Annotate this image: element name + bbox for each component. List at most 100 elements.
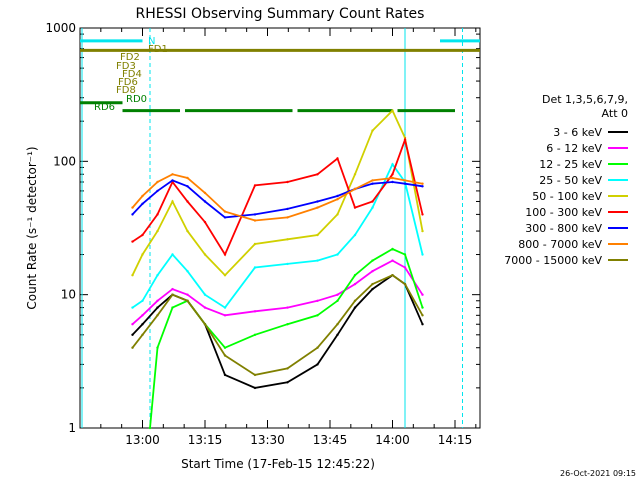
series-point [353, 299, 357, 302]
series-line [131, 274, 424, 389]
series-point [131, 333, 134, 336]
series-point [353, 233, 357, 237]
series-point [421, 314, 424, 317]
series-point [203, 200, 207, 203]
series-point [336, 213, 339, 216]
series-point [353, 173, 357, 176]
series-point [336, 323, 339, 326]
series-point [131, 323, 134, 326]
flag-label: FD6 [118, 77, 138, 88]
series-point [336, 293, 339, 296]
series-point [131, 240, 134, 243]
series-point [131, 213, 134, 216]
chart-title: RHESSI Observing Summary Count Rates [136, 6, 425, 22]
series-point [223, 253, 227, 256]
series-point [171, 253, 174, 256]
legend-label: 50 - 100 keV [532, 190, 602, 203]
series-point [186, 299, 189, 302]
series-point [391, 176, 394, 180]
series-point [141, 299, 144, 302]
series-point [203, 293, 207, 296]
series-point [403, 179, 407, 182]
legend-label: 300 - 800 keV [525, 222, 602, 235]
series-point [223, 274, 227, 277]
plot-frame [79, 27, 481, 429]
series-point [186, 200, 189, 203]
series-point [141, 333, 144, 336]
series-point [353, 274, 357, 277]
series-point [403, 282, 407, 286]
flag-label: FD2 [120, 52, 140, 63]
series-line [131, 179, 423, 219]
series-point [156, 274, 159, 277]
series-point [286, 367, 289, 370]
series-point [403, 253, 407, 256]
series-point [316, 299, 319, 302]
series-point [286, 180, 289, 184]
y-tick-label: 1 [68, 421, 76, 435]
series-point [156, 314, 159, 317]
y-tick-label: 10 [61, 288, 76, 302]
series-point [371, 182, 374, 185]
series-point [156, 346, 159, 349]
y-tick-label: 1000 [45, 21, 76, 35]
series-point [171, 293, 174, 296]
series-line [131, 259, 424, 325]
x-tick-label: 13:00 [125, 433, 160, 447]
series-point [203, 323, 207, 326]
legend-label: 6 - 12 keV [546, 142, 602, 155]
series-point [203, 306, 207, 309]
x-tick-label: 13:45 [313, 433, 348, 447]
series-point [336, 198, 339, 201]
series-point [391, 247, 394, 251]
flag-label: FD4 [122, 69, 142, 80]
series-line [131, 162, 424, 309]
series-point [203, 191, 207, 195]
series-point [253, 213, 257, 216]
series-point [353, 187, 357, 191]
series-point [316, 200, 319, 203]
flag-label: FD8 [116, 85, 136, 96]
x-tick-label: 13:30 [250, 433, 285, 447]
series-point [316, 259, 319, 262]
legend-label: 25 - 50 keV [539, 174, 602, 187]
flag-label: FD3 [116, 61, 136, 72]
x-tick-label: 14:00 [375, 433, 410, 447]
series-point [286, 323, 289, 326]
x-axis-label: Start Time (17-Feb-15 12:45:22) [181, 457, 375, 471]
series-point [253, 266, 257, 269]
series-point [421, 306, 424, 309]
series-point [316, 206, 319, 209]
series-point [156, 180, 159, 184]
x-tick-label: 13:15 [188, 433, 223, 447]
series-point [203, 253, 207, 256]
series-point [286, 306, 289, 309]
series-point [336, 253, 339, 256]
series-point [336, 157, 339, 160]
series-point [421, 213, 424, 216]
legend-label: 3 - 6 keV [553, 126, 602, 139]
series-point [316, 363, 319, 366]
series-point [403, 266, 407, 269]
series-point [141, 233, 144, 237]
series-point [223, 373, 227, 377]
series-point [286, 381, 289, 384]
series-point [403, 182, 407, 185]
series-point [371, 259, 374, 262]
series-point [141, 253, 144, 256]
legend: Det 1,3,5,6,7,9,Att 03 - 6 keV 6 - 12 keV… [504, 93, 628, 267]
series-point [223, 306, 227, 309]
flag-label: FD1 [148, 44, 168, 55]
series-point [336, 194, 339, 198]
series-point [223, 210, 227, 213]
series-point [391, 173, 394, 176]
series-point [156, 213, 159, 216]
series-point [286, 216, 289, 219]
series-point [353, 206, 357, 209]
series-point [171, 173, 174, 176]
series-point [186, 293, 189, 296]
series-point [156, 306, 159, 309]
series-point [371, 179, 374, 182]
